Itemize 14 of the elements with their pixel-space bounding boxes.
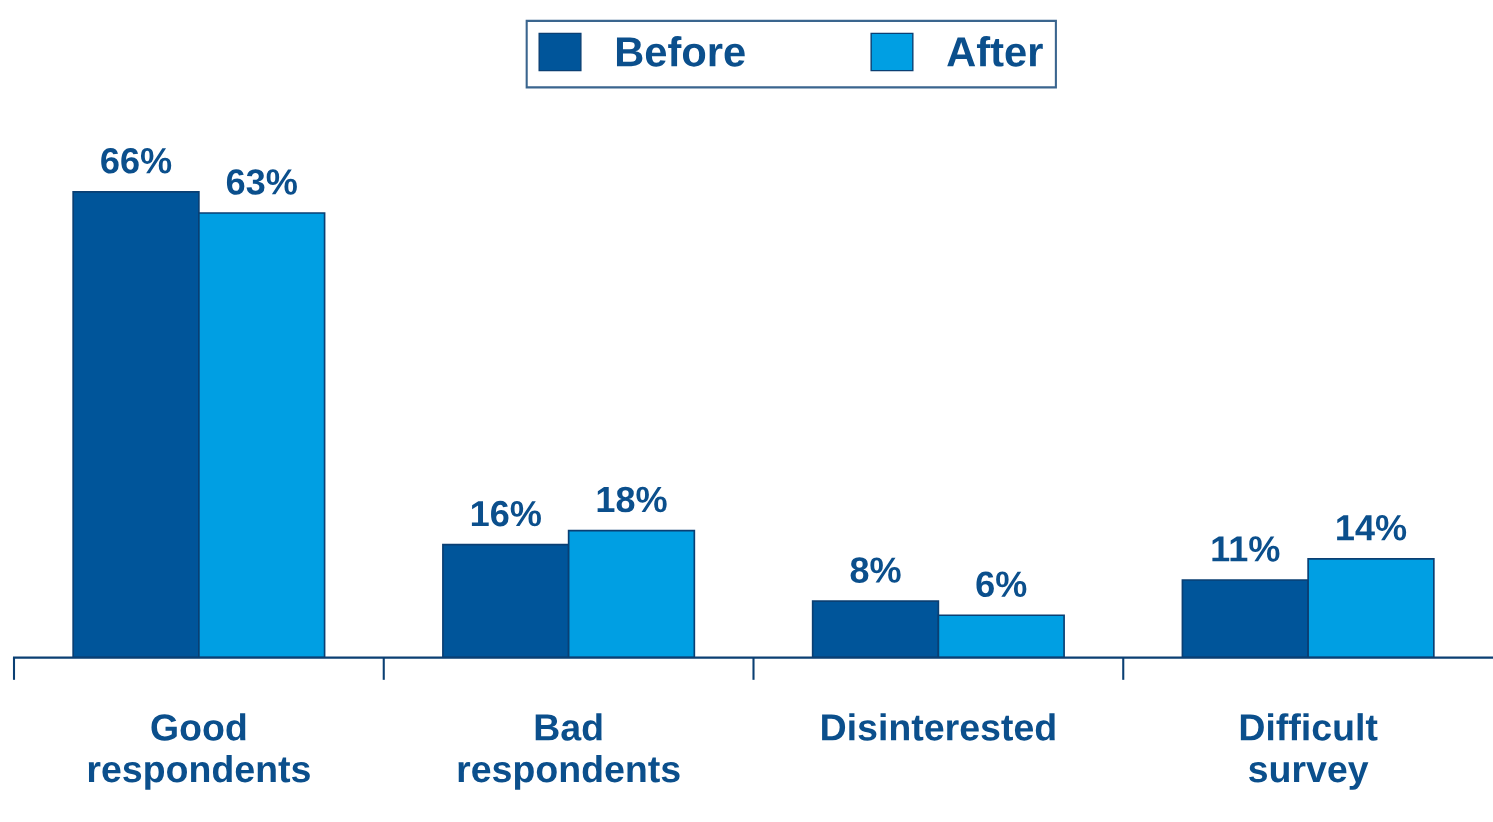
data-label: 63% [226, 169, 297, 195]
legend-label: After [947, 36, 1043, 67]
x-tick-label: Good respondents [88, 713, 310, 790]
data-label: 6% [976, 571, 1027, 598]
data-label: 14% [1337, 515, 1407, 541]
data-label: 18% [597, 486, 667, 513]
data-label: 11% [1212, 536, 1280, 562]
data-label: 8% [850, 557, 901, 583]
data-label: 16% [471, 500, 541, 527]
x-tick-label: Difficult survey [1240, 713, 1378, 790]
legend-label: Before [616, 36, 745, 67]
data-label: 66% [101, 147, 172, 174]
x-tick-label: Bad respondents [458, 713, 680, 790]
x-tick-label: Disinterested [822, 713, 1055, 741]
